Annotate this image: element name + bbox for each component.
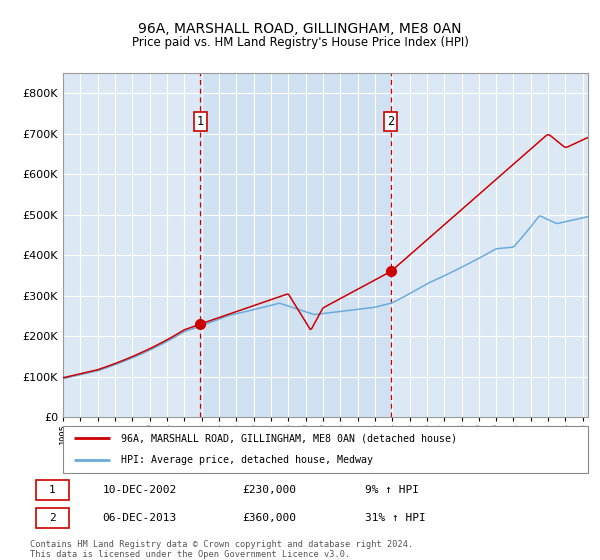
Text: 1: 1: [49, 485, 56, 495]
Text: 1: 1: [197, 115, 204, 128]
Text: Price paid vs. HM Land Registry's House Price Index (HPI): Price paid vs. HM Land Registry's House …: [131, 36, 469, 49]
Text: 9% ↑ HPI: 9% ↑ HPI: [365, 485, 419, 495]
FancyBboxPatch shape: [35, 508, 69, 528]
Text: 06-DEC-2013: 06-DEC-2013: [103, 513, 177, 523]
Text: £230,000: £230,000: [242, 485, 296, 495]
FancyBboxPatch shape: [35, 480, 69, 500]
Text: 2: 2: [387, 115, 394, 128]
FancyBboxPatch shape: [63, 426, 588, 473]
Text: 2: 2: [49, 513, 56, 523]
Text: £360,000: £360,000: [242, 513, 296, 523]
Text: 96A, MARSHALL ROAD, GILLINGHAM, ME8 0AN: 96A, MARSHALL ROAD, GILLINGHAM, ME8 0AN: [138, 22, 462, 36]
Text: HPI: Average price, detached house, Medway: HPI: Average price, detached house, Medw…: [121, 455, 373, 465]
Text: Contains HM Land Registry data © Crown copyright and database right 2024.
This d: Contains HM Land Registry data © Crown c…: [30, 540, 413, 559]
Bar: [200, 73, 391, 417]
Text: 10-DEC-2002: 10-DEC-2002: [103, 485, 177, 495]
Text: 96A, MARSHALL ROAD, GILLINGHAM, ME8 0AN (detached house): 96A, MARSHALL ROAD, GILLINGHAM, ME8 0AN …: [121, 433, 457, 444]
Text: 31% ↑ HPI: 31% ↑ HPI: [365, 513, 425, 523]
